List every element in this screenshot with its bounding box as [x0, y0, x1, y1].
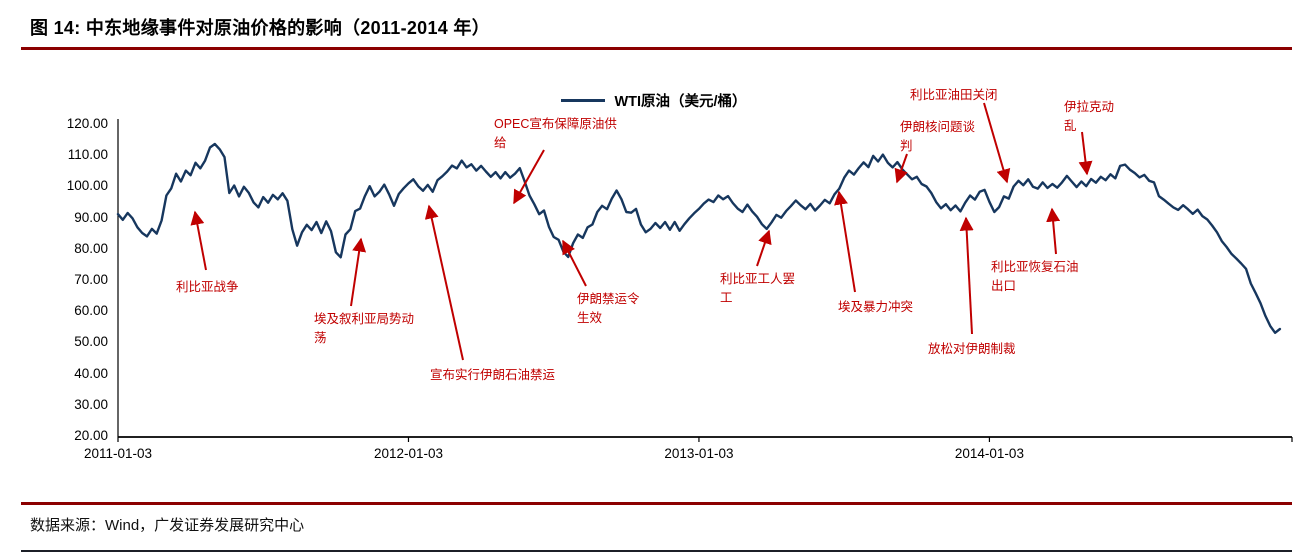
- annotation-arrow: [562, 239, 587, 287]
- annotation-arrow: [959, 216, 974, 335]
- annotation-arrow: [756, 229, 772, 267]
- figure-title: 图 14: 中东地缘事件对原油价格的影响（2011-2014 年）: [30, 18, 491, 38]
- annotation-arrow: [983, 102, 1011, 184]
- annotation-arrow: [424, 204, 464, 361]
- annotation-arrow: [350, 237, 367, 307]
- chart-legend: WTI原油（美元/桶）: [0, 90, 1308, 111]
- annotation-arrow: [190, 210, 207, 271]
- legend-label: WTI原油（美元/桶）: [614, 94, 747, 110]
- annotation-arrow: [894, 153, 908, 184]
- annotation-arrow: [1078, 131, 1093, 176]
- annotation-arrow: [513, 149, 545, 205]
- title-divider-rule: [21, 47, 1292, 50]
- footer-divider-rule: [21, 502, 1292, 505]
- legend-line-sample: [561, 99, 606, 102]
- bottom-border-line: [21, 550, 1292, 552]
- annotation-arrow: [834, 190, 856, 293]
- data-source-text: 数据来源：Wind，广发证券发展研究中心: [30, 517, 305, 534]
- annotation-arrow: [1046, 207, 1061, 255]
- wti-price-line: [116, 142, 1282, 334]
